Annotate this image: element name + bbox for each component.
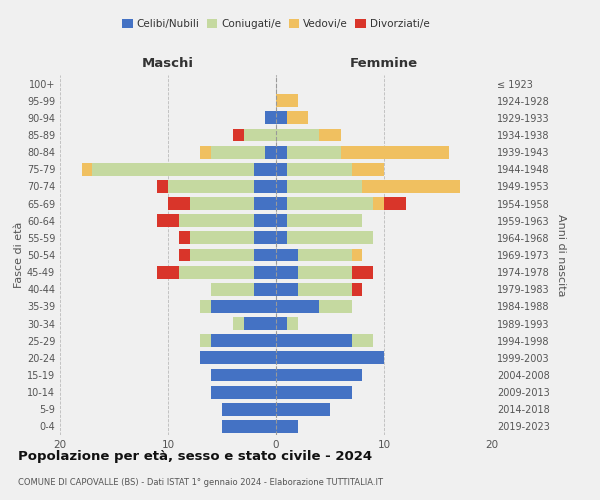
Bar (254, 266, 276, 278)
Bar (168, 180, 254, 193)
Bar (233, 128, 244, 141)
Bar (254, 197, 276, 210)
Bar (298, 248, 352, 262)
Bar (276, 112, 287, 124)
Bar (211, 334, 276, 347)
Text: COMUNE DI CAPOVALLE (BS) - Dati ISTAT 1° gennaio 2024 - Elaborazione TUTTITALIA.: COMUNE DI CAPOVALLE (BS) - Dati ISTAT 1°… (18, 478, 383, 487)
Bar (287, 317, 298, 330)
Bar (190, 248, 254, 262)
Bar (244, 317, 276, 330)
Bar (276, 94, 298, 107)
Legend: Celibi/Nubili, Coniugati/e, Vedovi/e, Divorziati/e: Celibi/Nubili, Coniugati/e, Vedovi/e, Di… (118, 15, 434, 34)
Y-axis label: Anni di nascita: Anni di nascita (556, 214, 566, 296)
Bar (254, 180, 276, 193)
Bar (352, 283, 362, 296)
Bar (276, 368, 362, 382)
Bar (211, 300, 276, 313)
Bar (362, 180, 460, 193)
Bar (352, 248, 362, 262)
Bar (200, 300, 211, 313)
Bar (157, 214, 179, 227)
Bar (276, 128, 319, 141)
Bar (179, 248, 190, 262)
Bar (352, 163, 384, 175)
Bar (254, 248, 276, 262)
Bar (222, 403, 276, 415)
Bar (276, 180, 287, 193)
Bar (319, 128, 341, 141)
Bar (276, 352, 384, 364)
Bar (298, 266, 352, 278)
Bar (82, 163, 92, 175)
Bar (276, 248, 298, 262)
Bar (287, 163, 352, 175)
Bar (276, 232, 287, 244)
Bar (211, 368, 276, 382)
Bar (168, 197, 190, 210)
Bar (352, 334, 373, 347)
Bar (373, 197, 384, 210)
Bar (190, 232, 254, 244)
Bar (341, 146, 449, 158)
Text: Maschi: Maschi (142, 57, 194, 70)
Bar (276, 317, 287, 330)
Bar (254, 214, 276, 227)
Bar (211, 386, 276, 398)
Bar (276, 146, 287, 158)
Bar (265, 112, 276, 124)
Bar (276, 197, 287, 210)
Bar (200, 334, 211, 347)
Bar (276, 163, 287, 175)
Bar (298, 283, 352, 296)
Bar (287, 214, 362, 227)
Bar (276, 420, 298, 433)
Bar (244, 128, 276, 141)
Bar (157, 266, 179, 278)
Bar (200, 146, 211, 158)
Bar (190, 197, 254, 210)
Bar (179, 232, 190, 244)
Bar (384, 197, 406, 210)
Bar (276, 214, 287, 227)
Bar (276, 283, 298, 296)
Bar (276, 403, 330, 415)
Bar (233, 317, 244, 330)
Y-axis label: Fasce di età: Fasce di età (14, 222, 24, 288)
Bar (287, 180, 362, 193)
Bar (254, 232, 276, 244)
Bar (319, 300, 352, 313)
Bar (179, 214, 254, 227)
Bar (92, 163, 254, 175)
Bar (287, 232, 373, 244)
Bar (287, 112, 308, 124)
Bar (276, 386, 352, 398)
Bar (179, 266, 254, 278)
Bar (254, 163, 276, 175)
Bar (254, 283, 276, 296)
Bar (222, 420, 276, 433)
Bar (276, 300, 319, 313)
Bar (276, 334, 352, 347)
Bar (211, 146, 265, 158)
Bar (200, 352, 276, 364)
Bar (211, 283, 254, 296)
Bar (265, 146, 276, 158)
Text: Popolazione per età, sesso e stato civile - 2024: Popolazione per età, sesso e stato civil… (18, 450, 372, 463)
Text: Femmine: Femmine (350, 57, 418, 70)
Bar (287, 146, 341, 158)
Bar (157, 180, 168, 193)
Bar (287, 197, 373, 210)
Bar (352, 266, 373, 278)
Bar (276, 266, 298, 278)
